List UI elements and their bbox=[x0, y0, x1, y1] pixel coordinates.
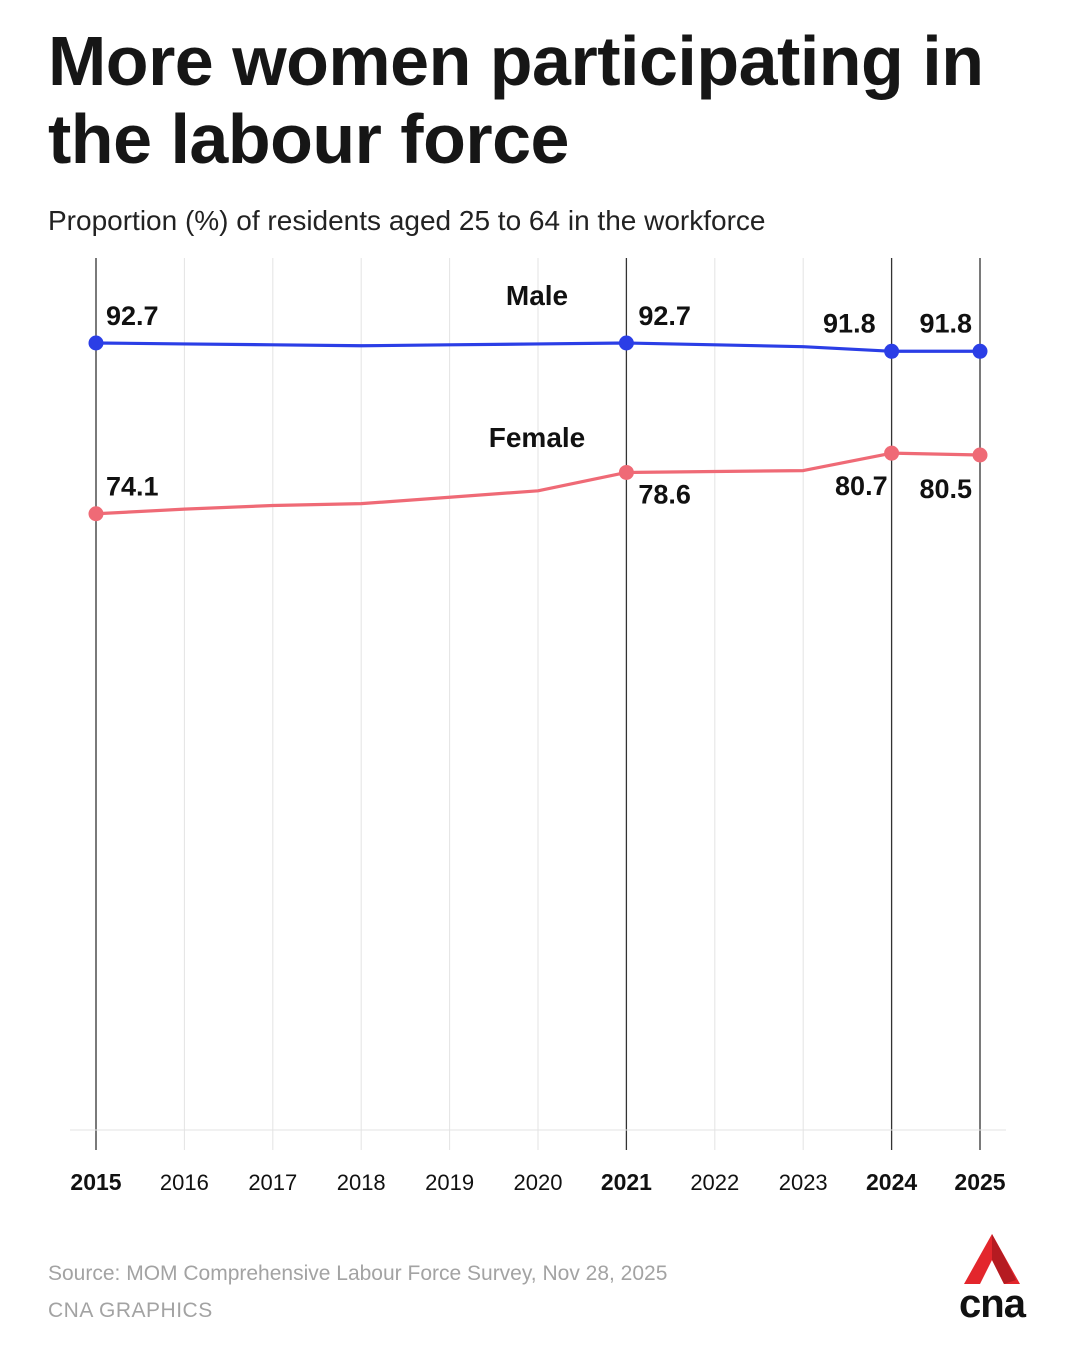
cna-logo-icon bbox=[964, 1234, 1020, 1284]
male-line bbox=[95, 341, 980, 353]
x-tick-label-2025: 2025 bbox=[954, 1169, 1005, 1195]
source-note: Source: MOM Comprehensive Labour Force S… bbox=[48, 1262, 668, 1285]
graphics-credit: CNA GRAPHICS bbox=[48, 1299, 213, 1322]
x-tick-label-2024: 2024 bbox=[866, 1169, 917, 1195]
chart-title: More women participating in the labour f… bbox=[48, 22, 984, 178]
cna-logo-text: cna bbox=[959, 1282, 1026, 1326]
x-tick-label-2019: 2019 bbox=[425, 1170, 474, 1195]
x-tick-label-2018: 2018 bbox=[337, 1170, 386, 1195]
male-marker-2015 bbox=[88, 335, 104, 351]
female-marker-2021 bbox=[618, 464, 634, 480]
female-value-label-2024: 80.7 bbox=[835, 471, 888, 501]
female-series-label: Female bbox=[489, 422, 586, 453]
male-marker-2025 bbox=[972, 343, 988, 359]
female-value-label-2021: 78.6 bbox=[638, 479, 691, 509]
female-value-label-2025: 80.5 bbox=[919, 474, 972, 504]
x-tick-label-2020: 2020 bbox=[514, 1170, 563, 1195]
male-value-label-2021: 92.7 bbox=[638, 301, 691, 331]
x-tick-label-2021: 2021 bbox=[601, 1169, 652, 1195]
line-chart: 2015 2016 2017 2018 2019 2020 2021 2022 2023 2024… bbox=[70, 258, 1006, 1195]
male-series-label: Male bbox=[506, 280, 568, 311]
female-marker-2015 bbox=[88, 506, 104, 522]
x-tick-label-2016: 2016 bbox=[160, 1170, 209, 1195]
male-value-label-2025: 91.8 bbox=[919, 308, 972, 338]
chart-subtitle: Proportion (%) of residents aged 25 to 6… bbox=[48, 205, 766, 236]
male-value-label-2015: 92.7 bbox=[106, 301, 159, 331]
x-tick-label-2023: 2023 bbox=[779, 1170, 828, 1195]
male-marker-2021 bbox=[618, 335, 634, 351]
female-value-label-2015: 74.1 bbox=[106, 472, 159, 502]
female-marker-2025 bbox=[972, 447, 988, 463]
female-marker-2024 bbox=[884, 445, 900, 461]
male-value-label-2024: 91.8 bbox=[823, 308, 876, 338]
female-line bbox=[95, 451, 981, 516]
x-tick-label-2017: 2017 bbox=[248, 1170, 297, 1195]
male-marker-2024 bbox=[884, 343, 900, 359]
x-tick-label-2015: 2015 bbox=[70, 1169, 121, 1195]
x-tick-label-2022: 2022 bbox=[690, 1170, 739, 1195]
